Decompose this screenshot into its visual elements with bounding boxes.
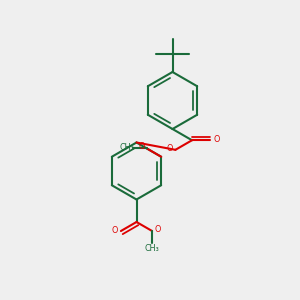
Text: O: O: [139, 142, 145, 151]
Text: O: O: [167, 144, 173, 153]
Text: CH₃: CH₃: [145, 244, 160, 253]
Text: O: O: [155, 225, 161, 234]
Text: O: O: [213, 135, 220, 144]
Text: O: O: [112, 226, 118, 235]
Text: CH₃: CH₃: [119, 142, 134, 152]
